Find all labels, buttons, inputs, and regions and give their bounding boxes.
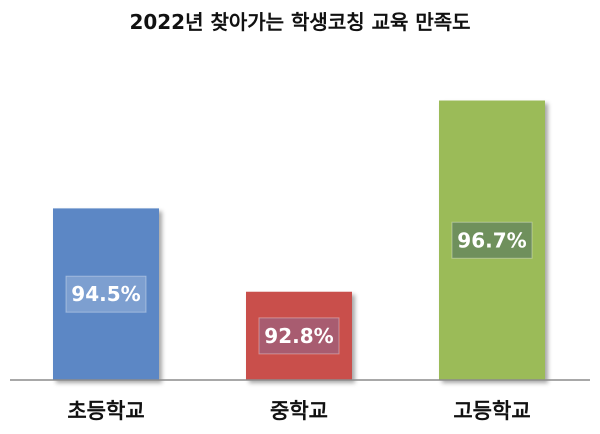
data-label-box-2 — [258, 317, 340, 355]
category-label-2: 중학교 — [270, 399, 328, 423]
category-label-1: 초등학교 — [67, 399, 144, 423]
data-label-box-3 — [451, 221, 533, 259]
data-label-1: 94.5% — [71, 282, 140, 306]
category-labels-group: 초등학교 중학교 고등학교 — [67, 399, 530, 423]
chart-title: 2022년 찾아가는 학생코칭 교육 만족도 — [129, 10, 470, 34]
data-labels-group: 94.5% 92.8% 96.7% — [65, 221, 533, 355]
data-label-box-1 — [65, 275, 147, 313]
category-label-3: 고등학교 — [453, 399, 530, 423]
data-label-3: 96.7% — [457, 228, 526, 252]
data-label-2: 92.8% — [264, 324, 333, 348]
